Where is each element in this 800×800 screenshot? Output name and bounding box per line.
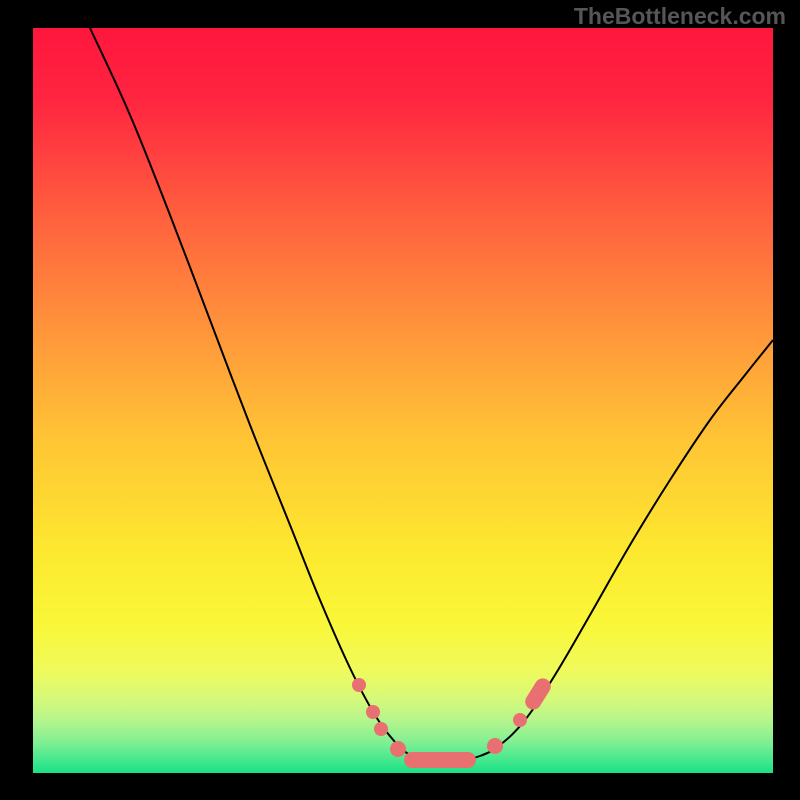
chart-container: TheBottleneck.com bbox=[0, 0, 800, 800]
marker-dot bbox=[366, 705, 380, 719]
marker-dot bbox=[390, 741, 406, 757]
marker-dot bbox=[352, 678, 366, 692]
plot-svg bbox=[0, 0, 800, 800]
marker-dot bbox=[374, 722, 388, 736]
watermark-label: TheBottleneck.com bbox=[574, 3, 786, 30]
curve-left-branch bbox=[90, 28, 440, 760]
marker-dot bbox=[487, 738, 503, 754]
marker-dot bbox=[513, 713, 527, 727]
curve-right-branch bbox=[440, 340, 773, 760]
marker-capsule bbox=[522, 675, 554, 712]
marker-capsule bbox=[404, 752, 476, 768]
